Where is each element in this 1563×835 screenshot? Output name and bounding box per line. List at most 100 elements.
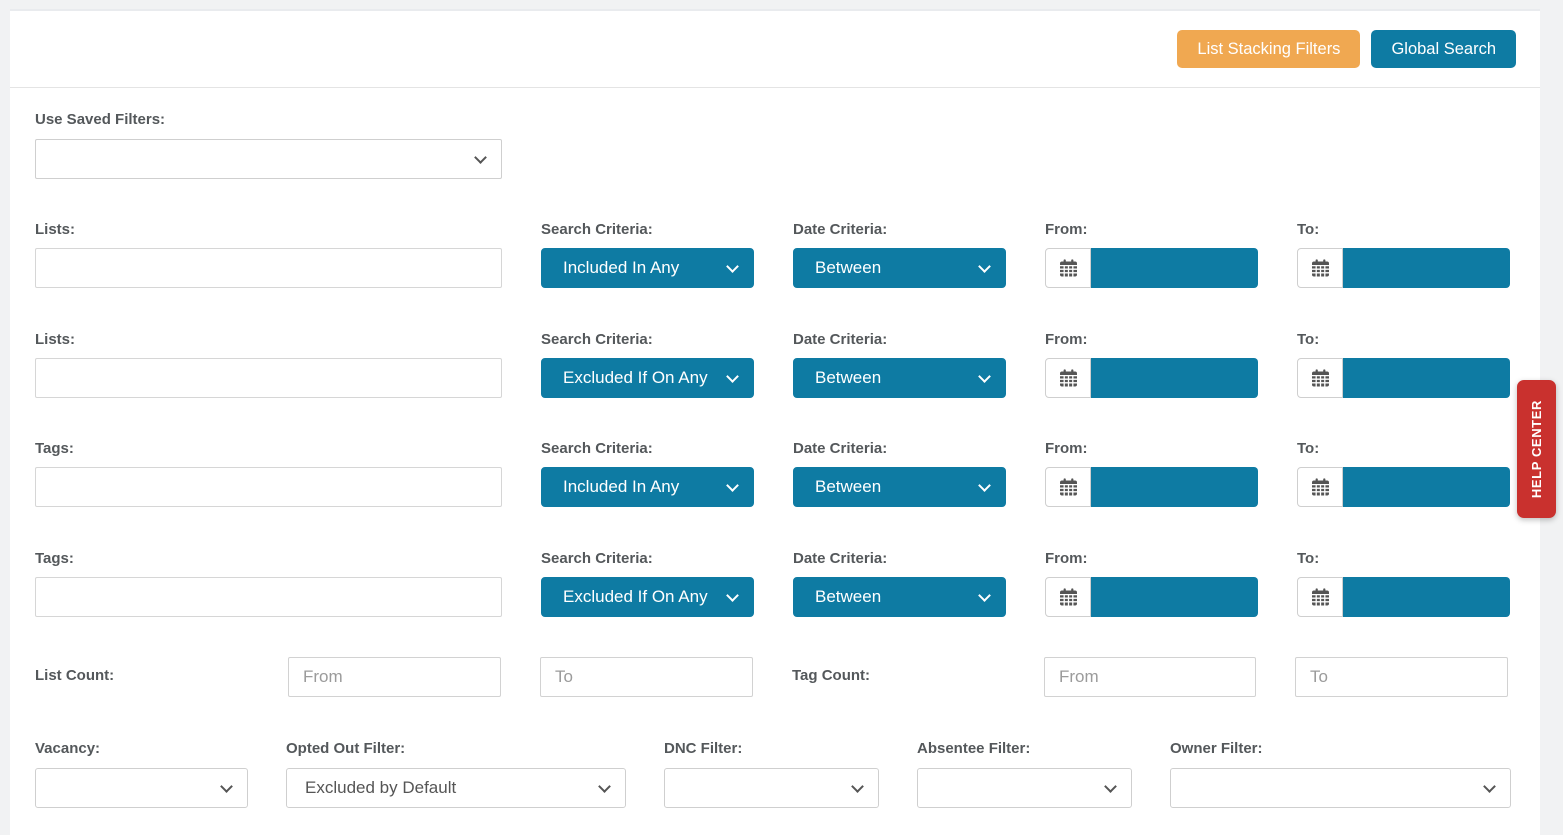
bottom-filters-row: Vacancy: Opted Out Filter: Excluded by D… <box>10 739 1540 808</box>
tag-count-from-input[interactable] <box>1044 657 1256 697</box>
search-criteria-select[interactable]: Excluded If On Any <box>541 358 754 398</box>
date-criteria-label: Date Criteria: <box>793 550 888 567</box>
tags-input[interactable] <box>35 467 502 507</box>
calendar-icon <box>1311 259 1329 277</box>
search-criteria-value: Included In Any <box>563 477 680 496</box>
search-criteria-value: Excluded If On Any <box>563 587 708 606</box>
filter-row: Tags: Search Criteria: Excluded If On An… <box>10 549 1540 617</box>
opted-out-filter-label: Opted Out Filter: <box>286 740 406 757</box>
calendar-icon <box>1059 588 1077 606</box>
calendar-button[interactable] <box>1297 358 1343 398</box>
to-label: To: <box>1297 331 1320 348</box>
lists-input[interactable] <box>35 358 502 398</box>
tags-label: Tags: <box>35 550 74 567</box>
search-criteria-select[interactable]: Included In Any <box>541 248 754 288</box>
count-row: List Count: Tag Count: <box>10 657 1540 697</box>
date-criteria-select[interactable]: Between <box>793 467 1006 507</box>
saved-filters-label: Use Saved Filters: <box>35 111 166 128</box>
date-criteria-label: Date Criteria: <box>793 440 888 457</box>
chevron-down-icon <box>978 260 991 273</box>
chevron-down-icon <box>1104 780 1117 793</box>
to-label: To: <box>1297 550 1320 567</box>
date-criteria-select[interactable]: Between <box>793 248 1006 288</box>
chevron-down-icon <box>726 589 739 602</box>
calendar-button[interactable] <box>1045 467 1091 507</box>
filter-row: Tags: Search Criteria: Included In Any D… <box>10 439 1540 507</box>
chevron-down-icon <box>598 780 611 793</box>
chevron-down-icon <box>978 479 991 492</box>
list-count-to-input[interactable] <box>540 657 753 697</box>
calendar-button[interactable] <box>1297 467 1343 507</box>
search-criteria-select[interactable]: Excluded If On Any <box>541 577 754 617</box>
to-date-input[interactable] <box>1343 248 1510 288</box>
date-criteria-value: Between <box>815 258 882 277</box>
lists-label: Lists: <box>35 331 76 348</box>
owner-filter-label: Owner Filter: <box>1170 740 1263 757</box>
list-stacking-filters-button[interactable]: List Stacking Filters <box>1177 30 1361 68</box>
date-criteria-value: Between <box>815 587 882 606</box>
absentee-filter-label: Absentee Filter: <box>917 740 1031 757</box>
from-date-input[interactable] <box>1091 577 1258 617</box>
header-bar: List Stacking Filters Global Search <box>10 11 1540 88</box>
help-center-tab-label: HELP CENTER <box>1529 399 1544 499</box>
to-date-input[interactable] <box>1343 358 1510 398</box>
calendar-icon <box>1311 478 1329 496</box>
calendar-button[interactable] <box>1045 358 1091 398</box>
from-date-group <box>1045 248 1258 288</box>
content-panel: List Stacking Filters Global Search Use … <box>10 9 1540 835</box>
search-criteria-label: Search Criteria: <box>541 331 653 348</box>
calendar-button[interactable] <box>1045 248 1091 288</box>
chevron-down-icon <box>851 780 864 793</box>
from-date-input[interactable] <box>1091 467 1258 507</box>
from-label: From: <box>1045 550 1088 567</box>
to-date-group <box>1297 248 1510 288</box>
owner-filter-select[interactable] <box>1170 768 1511 808</box>
help-center-tab[interactable]: HELP CENTER <box>1517 380 1556 518</box>
saved-filters-select[interactable] <box>35 139 502 179</box>
absentee-filter-select[interactable] <box>917 768 1132 808</box>
chevron-down-icon <box>726 370 739 383</box>
search-criteria-value: Excluded If On Any <box>563 368 708 387</box>
from-date-input[interactable] <box>1091 358 1258 398</box>
from-label: From: <box>1045 221 1088 238</box>
from-date-group <box>1045 467 1258 507</box>
calendar-button[interactable] <box>1297 577 1343 617</box>
chevron-down-icon <box>474 151 487 164</box>
calendar-icon <box>1311 588 1329 606</box>
dnc-filter-label: DNC Filter: <box>664 740 743 757</box>
calendar-button[interactable] <box>1297 248 1343 288</box>
date-criteria-select[interactable]: Between <box>793 577 1006 617</box>
search-criteria-label: Search Criteria: <box>541 550 653 567</box>
calendar-button[interactable] <box>1045 577 1091 617</box>
dnc-filter-select[interactable] <box>664 768 879 808</box>
calendar-icon <box>1059 259 1077 277</box>
calendar-icon <box>1059 369 1077 387</box>
tag-count-to-input[interactable] <box>1295 657 1508 697</box>
tags-input[interactable] <box>35 577 502 617</box>
date-criteria-label: Date Criteria: <box>793 221 888 238</box>
date-criteria-value: Between <box>815 477 882 496</box>
to-label: To: <box>1297 221 1320 238</box>
global-search-button[interactable]: Global Search <box>1371 30 1516 68</box>
date-criteria-select[interactable]: Between <box>793 358 1006 398</box>
search-criteria-select[interactable]: Included In Any <box>541 467 754 507</box>
tag-count-label: Tag Count: <box>792 667 871 684</box>
opted-out-filter-select[interactable]: Excluded by Default <box>286 768 626 808</box>
date-criteria-value: Between <box>815 368 882 387</box>
list-count-from-input[interactable] <box>288 657 501 697</box>
calendar-icon <box>1059 478 1077 496</box>
to-label: To: <box>1297 440 1320 457</box>
vacancy-label: Vacancy: <box>35 740 101 757</box>
lists-input[interactable] <box>35 248 502 288</box>
from-date-input[interactable] <box>1091 248 1258 288</box>
opted-out-filter-value: Excluded by Default <box>305 778 457 797</box>
tags-label: Tags: <box>35 440 74 457</box>
chevron-down-icon <box>726 260 739 273</box>
filter-row: Lists: Search Criteria: Included In Any … <box>10 220 1540 288</box>
from-date-group <box>1045 577 1258 617</box>
to-date-input[interactable] <box>1343 467 1510 507</box>
to-date-input[interactable] <box>1343 577 1510 617</box>
vacancy-select[interactable] <box>35 768 248 808</box>
lists-label: Lists: <box>35 221 76 238</box>
